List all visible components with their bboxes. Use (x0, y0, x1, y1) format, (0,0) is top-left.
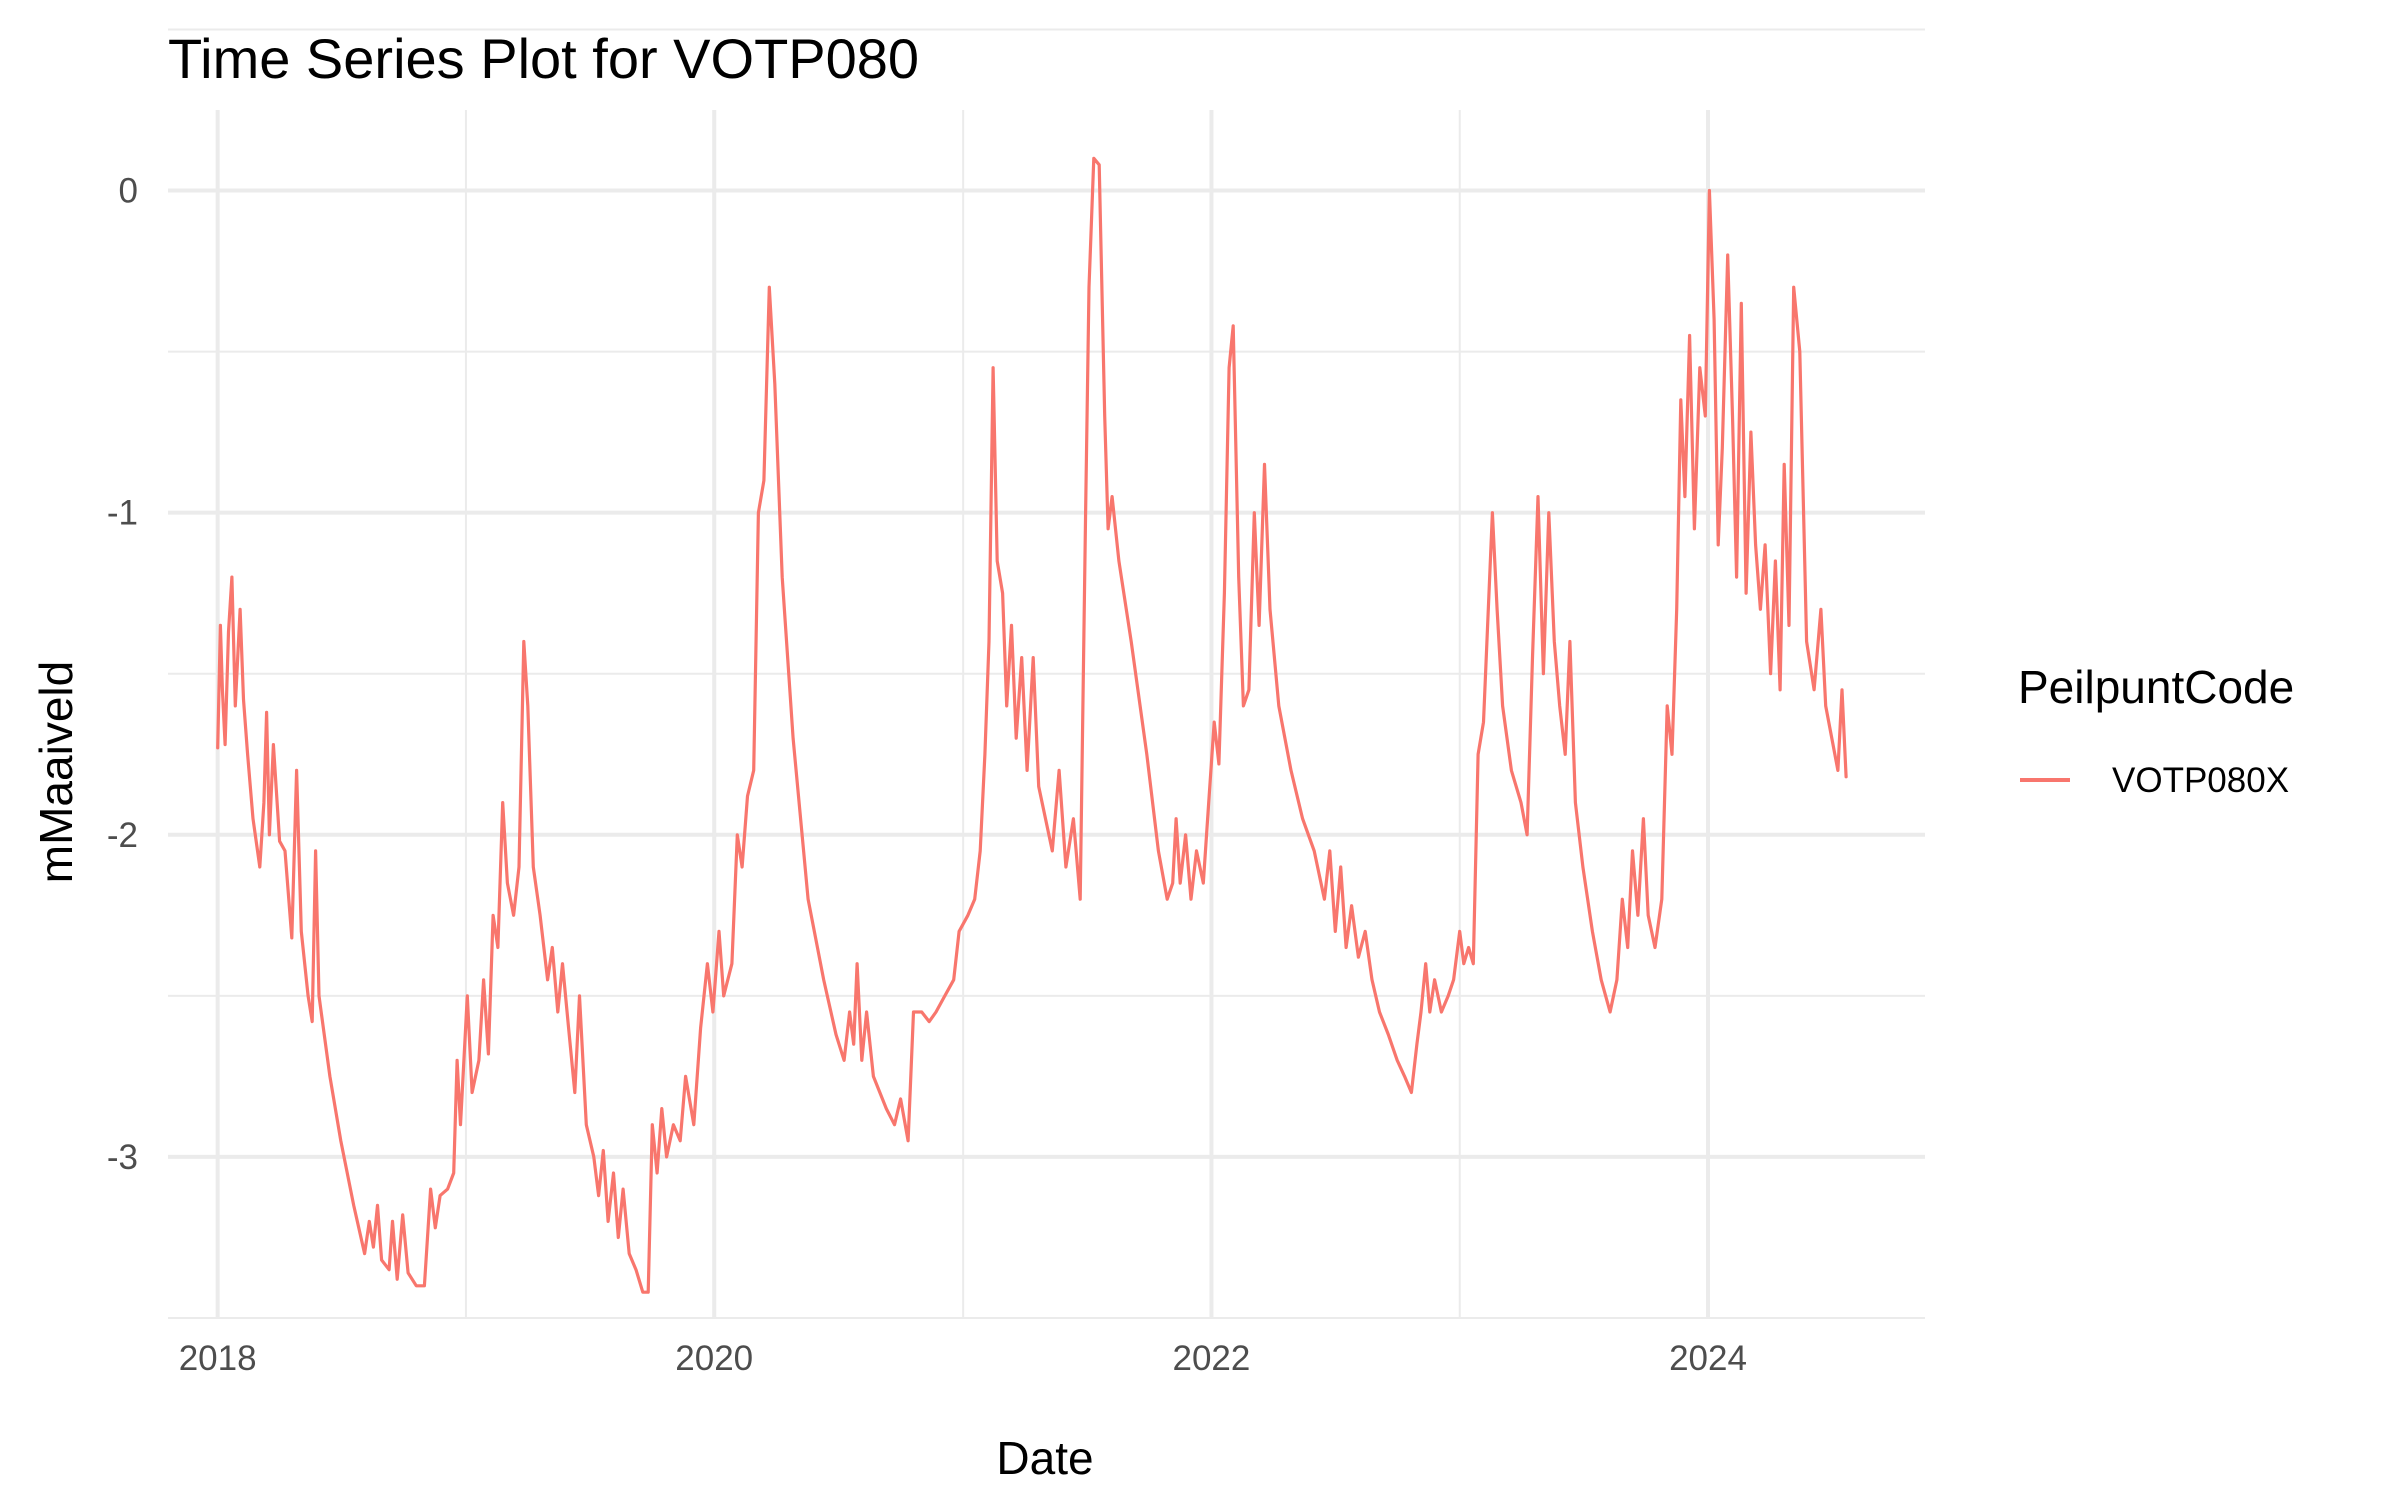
chart-title: Time Series Plot for VOTP080 (168, 27, 919, 90)
legend: PeilpuntCode VOTP080X (2018, 661, 2294, 800)
x-axis-tick-labels: 2018 2020 2022 2024 (179, 1339, 1747, 1378)
y-axis-tick-labels: 0 -1 -2 -3 (107, 172, 138, 1177)
y-axis-title: mMaaiveld (30, 661, 82, 883)
legend-label-votp080x: VOTP080X (2112, 761, 2289, 800)
x-tick-label: 2022 (1173, 1339, 1251, 1378)
series-layer (216, 156, 1848, 1294)
y-tick-label: -1 (107, 494, 138, 533)
x-tick-label: 2020 (675, 1339, 753, 1378)
series-line-votp080x (216, 156, 1848, 1294)
x-axis-title: Date (996, 1432, 1093, 1484)
legend-title: PeilpuntCode (2018, 661, 2294, 713)
y-tick-label: -2 (107, 816, 138, 855)
x-tick-label: 2024 (1669, 1339, 1747, 1378)
y-tick-label: 0 (119, 172, 138, 211)
x-tick-label: 2018 (179, 1339, 257, 1378)
y-tick-label: -3 (107, 1138, 138, 1177)
